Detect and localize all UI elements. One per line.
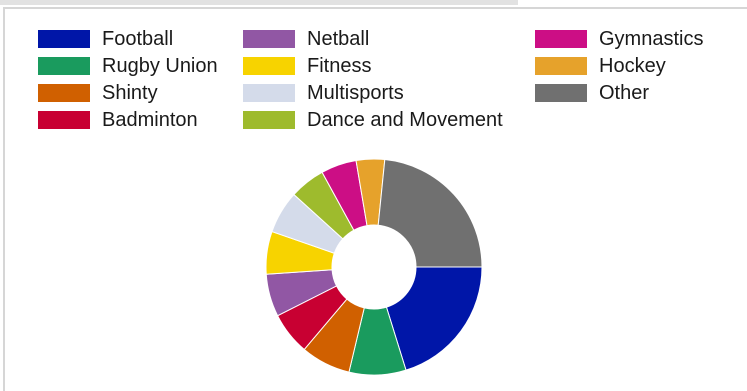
legend-label: Other bbox=[599, 82, 650, 104]
chart-legend: Football Rugby Union Shinty Badminton Netbal… bbox=[0, 0, 747, 140]
legend-item-football: Football bbox=[38, 27, 173, 51]
chart-frame bbox=[3, 7, 747, 391]
legend-label: Dance and Movement bbox=[307, 109, 503, 131]
legend-item-fitness: Fitness bbox=[243, 54, 371, 78]
legend-item-shinty: Shinty bbox=[38, 81, 158, 105]
legend-item-multisports: Multisports bbox=[243, 81, 404, 105]
legend-item-hockey: Hockey bbox=[535, 54, 666, 78]
legend-label: Gymnastics bbox=[599, 28, 704, 50]
legend-item-other: Other bbox=[535, 81, 649, 105]
legend-swatch bbox=[535, 57, 587, 75]
legend-swatch bbox=[243, 30, 295, 48]
legend-swatch bbox=[38, 30, 90, 48]
legend-label: Netball bbox=[307, 28, 370, 50]
legend-label: Multisports bbox=[307, 82, 404, 104]
legend-item-rugby-union: Rugby Union bbox=[38, 54, 218, 78]
top-tab-strip bbox=[0, 0, 518, 5]
legend-swatch bbox=[38, 57, 90, 75]
legend-item-dance-and-movement: Dance and Movement bbox=[243, 108, 503, 132]
legend-swatch bbox=[535, 30, 587, 48]
legend-label: Hockey bbox=[599, 55, 666, 77]
legend-item-netball: Netball bbox=[243, 27, 369, 51]
legend-swatch bbox=[243, 57, 295, 75]
legend-label: Badminton bbox=[102, 109, 198, 131]
legend-item-badminton: Badminton bbox=[38, 108, 198, 132]
legend-swatch bbox=[243, 111, 295, 129]
legend-label: Rugby Union bbox=[102, 55, 218, 77]
legend-swatch bbox=[38, 84, 90, 102]
legend-swatch bbox=[38, 111, 90, 129]
legend-swatch bbox=[243, 84, 295, 102]
legend-item-gymnastics: Gymnastics bbox=[535, 27, 703, 51]
slice-other bbox=[377, 158, 483, 268]
legend-swatch bbox=[535, 84, 587, 102]
slice-football bbox=[385, 266, 483, 371]
legend-label: Fitness bbox=[307, 55, 372, 77]
legend-label: Shinty bbox=[102, 82, 158, 104]
legend-label: Football bbox=[102, 28, 174, 50]
